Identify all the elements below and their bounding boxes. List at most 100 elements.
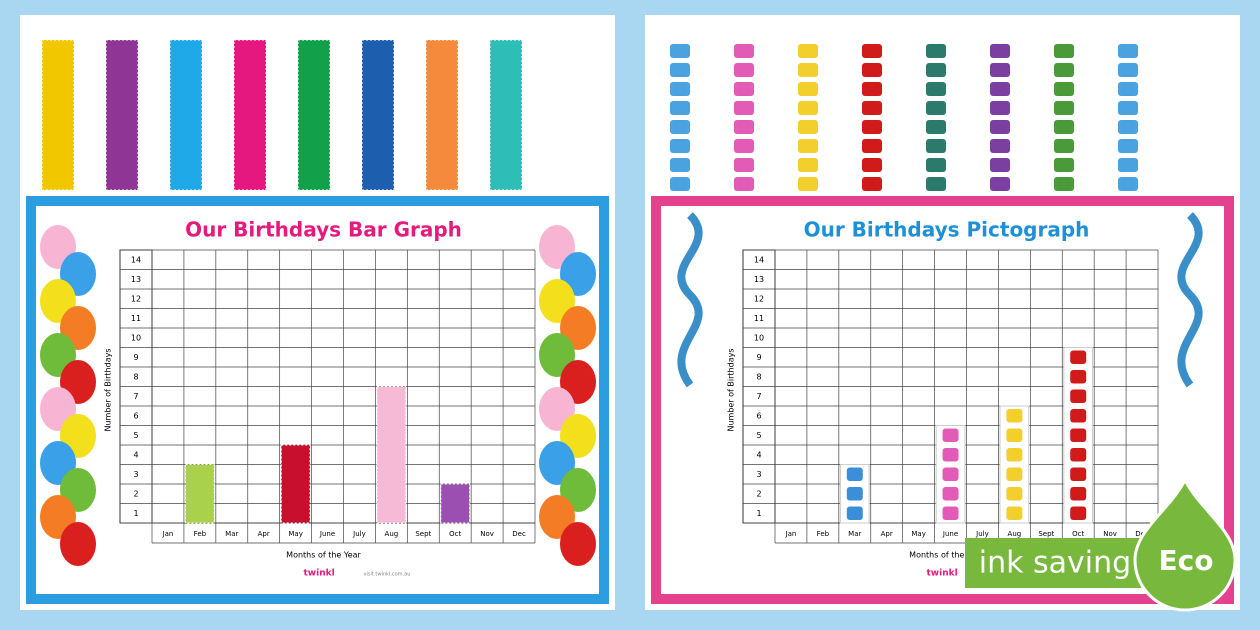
y-tick-label: 8 (133, 372, 138, 381)
y-tick-label: 11 (131, 314, 141, 323)
x-tick-label: Sept (415, 530, 431, 538)
picto-column (1063, 347, 1094, 524)
bar (280, 444, 311, 524)
badge-text: ink saving (979, 546, 1131, 581)
picto-icon (846, 506, 863, 520)
x-tick-label: Oct (1072, 530, 1084, 538)
icon-strip (670, 120, 690, 134)
picto-icon (1006, 448, 1023, 462)
y-tick-label: 10 (131, 333, 141, 342)
picto-icon (1006, 409, 1023, 423)
icon-strip (798, 63, 818, 77)
picto-border (651, 196, 1234, 604)
picto-icon (1070, 389, 1087, 403)
y-tick-label: 1 (756, 509, 761, 518)
y-tick-label: 1 (133, 509, 138, 518)
icon-strip (1054, 63, 1074, 77)
icon-strip (926, 158, 946, 172)
x-tick-label: June (942, 530, 958, 538)
icon-strip (670, 158, 690, 172)
x-tick-label: Oct (449, 530, 461, 538)
icon-strip (1118, 158, 1138, 172)
icon-strip (926, 177, 946, 191)
y-tick-label: 12 (131, 294, 141, 303)
icon-strip (670, 177, 690, 191)
badge-eco: Eco (1159, 544, 1214, 577)
icon-strip (1118, 63, 1138, 77)
picto-icon (1006, 487, 1023, 501)
footer: visit twinkl.com.au (364, 572, 411, 578)
y-tick-label: 14 (754, 255, 764, 264)
icon-strip (990, 63, 1010, 77)
icon-strip (1054, 101, 1074, 115)
icon-strip (990, 120, 1010, 134)
icon-strip (670, 101, 690, 115)
picto-icon (942, 506, 959, 520)
x-tick-label: Nov (480, 530, 494, 538)
icon-strip (734, 177, 754, 191)
badge-box (965, 538, 1145, 588)
bar (376, 386, 407, 524)
icon-strip (734, 44, 754, 58)
y-tick-label: 3 (756, 470, 761, 479)
picto-icon (1070, 467, 1087, 481)
icon-strip (926, 101, 946, 115)
picto-icon (1006, 467, 1023, 481)
x-tick-label: Apr (881, 530, 893, 538)
picto-column (839, 464, 870, 524)
icon-strip (990, 44, 1010, 58)
y-tick-label: 8 (756, 372, 761, 381)
y-tick-label: 5 (133, 431, 138, 440)
y-tick-label: 9 (133, 353, 138, 362)
paper-strip (425, 39, 459, 191)
paper-strip (169, 39, 203, 191)
picto-icon (942, 467, 959, 481)
x-tick-label: Aug (1008, 530, 1022, 538)
picto-icon (942, 448, 959, 462)
y-tick-label: 6 (133, 411, 138, 420)
paper-strip (361, 39, 395, 191)
paper-strip (297, 39, 331, 191)
icon-strip (798, 158, 818, 172)
x-tick-label: June (319, 530, 335, 538)
streamer (677, 212, 703, 388)
x-tick-label: Nov (1103, 530, 1117, 538)
paper-strip (105, 39, 139, 191)
icon-strip (926, 82, 946, 96)
icon-strip (670, 82, 690, 96)
icon-strip (1054, 158, 1074, 172)
icon-strip (798, 101, 818, 115)
icon-strip (990, 101, 1010, 115)
icon-strip (670, 63, 690, 77)
icon-strip (990, 177, 1010, 191)
icon-strip (1118, 82, 1138, 96)
chart-title: Our Birthdays Pictograph (804, 218, 1090, 242)
y-tick-label: 3 (133, 470, 138, 479)
x-tick-label: Apr (258, 530, 270, 538)
icon-strip (1118, 139, 1138, 153)
y-tick-label: 14 (131, 255, 141, 264)
picto-icon (1006, 506, 1023, 520)
icon-strip (670, 139, 690, 153)
icon-strip (1118, 101, 1138, 115)
picto-icon (846, 467, 863, 481)
icon-strip (734, 158, 754, 172)
badge-drop (1133, 476, 1237, 612)
y-tick-label: 4 (133, 450, 138, 459)
y-tick-label: 13 (131, 275, 141, 284)
x-tick-label: May (288, 530, 302, 538)
icon-strip (862, 63, 882, 77)
picto-icon (1070, 409, 1087, 423)
icon-strip (862, 82, 882, 96)
x-tick-label: Aug (385, 530, 399, 538)
icon-strip (1054, 139, 1074, 153)
y-axis-label: Number of Birthdays (727, 348, 736, 431)
icon-strip (862, 158, 882, 172)
icon-strip (862, 139, 882, 153)
picto-icon (1006, 428, 1023, 442)
icon-strip (1054, 82, 1074, 96)
picto-icon (1070, 350, 1087, 364)
picto-card (999, 405, 1030, 524)
